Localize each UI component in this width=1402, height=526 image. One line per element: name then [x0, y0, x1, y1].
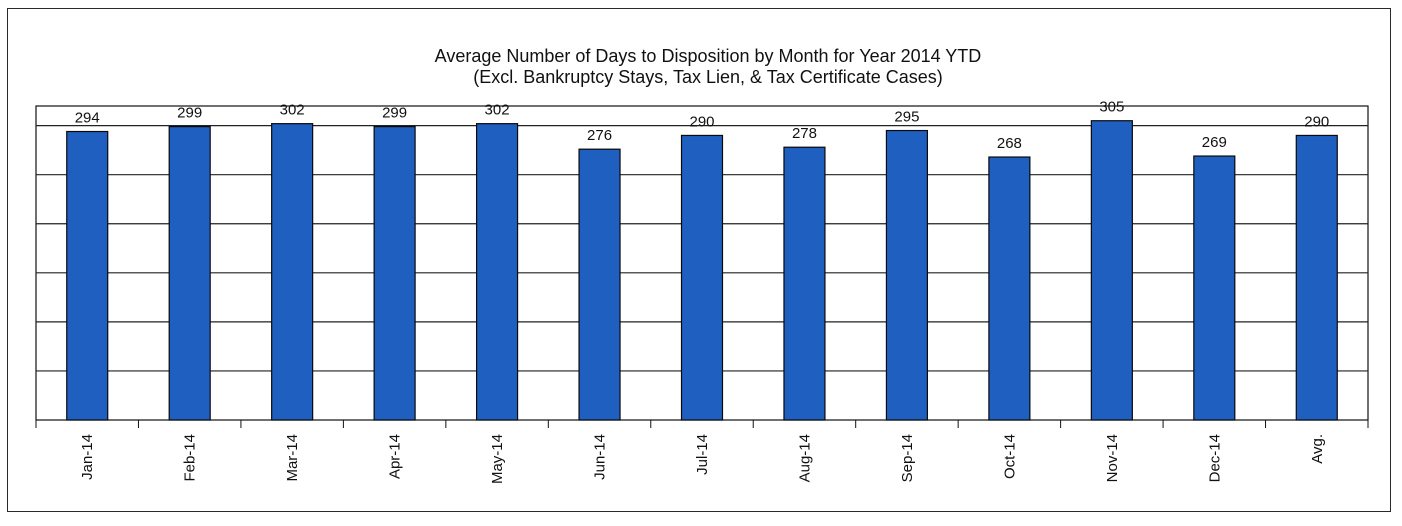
chart-title: Average Number of Days to Disposition by… — [435, 46, 982, 66]
data-label: 302 — [485, 102, 510, 119]
bar — [475, 123, 519, 421]
x-tick-label: Aug-14 — [796, 434, 813, 482]
data-label: 269 — [1202, 134, 1227, 151]
data-label: 299 — [177, 105, 202, 122]
x-tick-label: Mar-14 — [284, 434, 301, 482]
x-tick-label: Nov-14 — [1104, 434, 1121, 482]
x-tick-label: Jun-14 — [592, 434, 609, 480]
x-tick-label: Sep-14 — [899, 434, 916, 482]
x-tick-label: Oct-14 — [1001, 434, 1018, 479]
bar — [885, 129, 929, 421]
data-label: 305 — [1099, 99, 1124, 116]
data-label: 268 — [997, 135, 1022, 152]
x-tick-label: Feb-14 — [182, 434, 199, 482]
x-tick-label: Apr-14 — [387, 434, 404, 479]
plot-area: 294 Jan-14 299 Feb-14 302 Mar-14 299 Apr-14 302 M… — [35, 99, 1369, 484]
bar — [168, 126, 211, 421]
data-label: 299 — [382, 105, 407, 122]
x-tick-label: Jan-14 — [79, 434, 96, 480]
bar — [66, 130, 109, 421]
bar — [271, 123, 314, 421]
bar — [1090, 120, 1133, 421]
bar — [578, 148, 621, 421]
data-label: 278 — [792, 125, 817, 142]
x-tick-label: Dec-14 — [1206, 434, 1223, 482]
data-label: 302 — [280, 102, 305, 119]
x-tick-label: May-14 — [489, 434, 506, 484]
x-tick-label: Avg. — [1309, 434, 1326, 464]
bar — [373, 126, 416, 421]
data-label: 290 — [1304, 113, 1329, 130]
bar — [680, 134, 724, 421]
data-label: 294 — [75, 110, 100, 127]
bar — [783, 146, 826, 421]
chart-subtitle: (Excl. Bankruptcy Stays, Tax Lien, & Tax… — [473, 67, 943, 87]
data-label: 276 — [587, 127, 612, 144]
data-label: 295 — [894, 109, 919, 126]
bar — [988, 156, 1031, 421]
bar — [1193, 155, 1236, 421]
x-tick-label: Jul-14 — [694, 434, 711, 475]
bar — [1295, 134, 1338, 421]
data-label: 290 — [689, 113, 714, 130]
